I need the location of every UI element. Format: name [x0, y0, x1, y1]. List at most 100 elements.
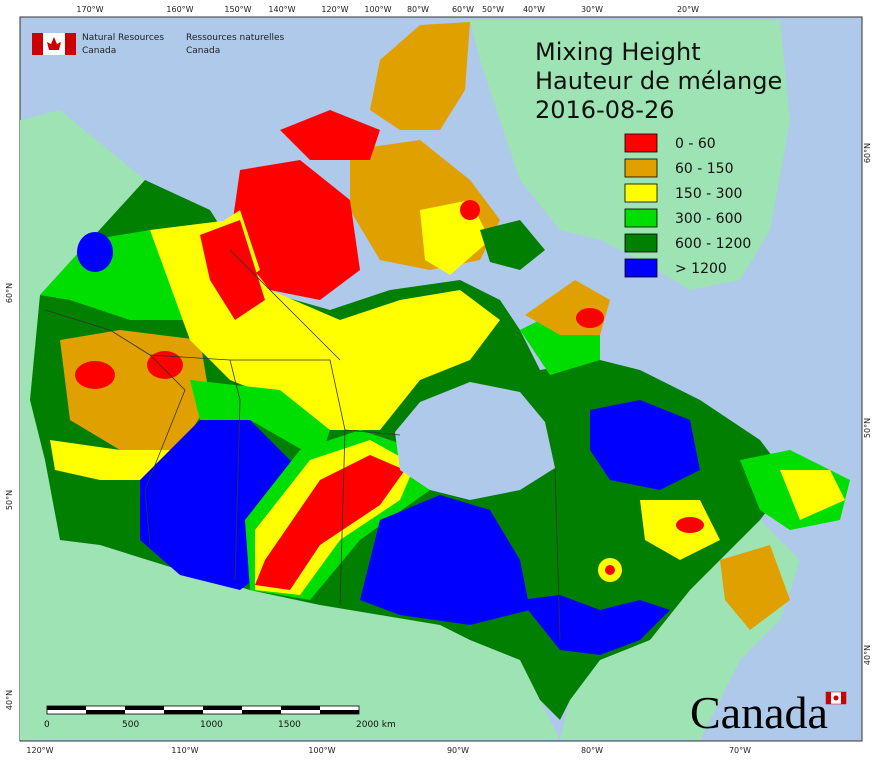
latitude-label: 50°N [5, 490, 14, 510]
longitude-label: 80°W [407, 5, 429, 14]
longitude-label: 150°W [224, 5, 251, 14]
province-line [229, 249, 341, 361]
arctic-islands [230, 160, 360, 300]
longitude-label: 50°W [482, 5, 504, 14]
latitude-label: 60°N [863, 143, 872, 163]
header: Natural Resources Canada Ressources natu… [32, 33, 285, 56]
legend: 0 - 60 60 - 150 150 - 300 300 - 600 600 - 12… [624, 133, 751, 278]
zone [676, 517, 704, 533]
legend-label: 60 - 150 [675, 161, 734, 177]
legend-label: 600 - 1200 [675, 236, 751, 252]
province-line [554, 469, 561, 641]
zone [590, 400, 700, 490]
title-line: Hauteur de mélange [535, 67, 782, 95]
legend-swatch [624, 183, 658, 203]
longitude-label: 160°W [166, 5, 193, 14]
header-text: Canada [186, 46, 220, 56]
longitude-label: 90°W [447, 746, 469, 755]
zone [576, 308, 604, 328]
legend-swatch [624, 133, 658, 153]
boundaries [44, 249, 561, 641]
header-text: Ressources naturelles [186, 33, 285, 43]
wordmark: Canada [690, 687, 847, 738]
longitude-label: 20°W [677, 5, 699, 14]
header-text: Natural Resources [82, 33, 164, 43]
mixing-height-zones [30, 22, 850, 720]
title-line: 2016-08-26 [535, 96, 674, 124]
flag-bar [65, 33, 76, 55]
longitude-label: 140°W [268, 5, 295, 14]
latitude-label: 50°N [863, 418, 872, 438]
province-line [344, 429, 401, 436]
zone [50, 440, 180, 480]
scale-seg [203, 706, 242, 710]
scale-label: 2000 km [356, 720, 396, 730]
usa [20, 295, 560, 740]
zone [520, 595, 670, 655]
graticule-labels: 170°W 160°W 150°W 140°W 120°W 100°W 80°W 60°W 50… [5, 5, 872, 755]
longitude-label: 80°W [581, 746, 603, 755]
legend-swatch [624, 258, 658, 278]
longitude-label: 100°W [364, 5, 391, 14]
legend-label: > 1200 [675, 261, 727, 277]
legend-label: 0 - 60 [675, 136, 716, 152]
header-text: Canada [82, 46, 116, 56]
scale-seg [47, 706, 86, 710]
scale-seg [320, 710, 359, 714]
longitude-label: 170°W [76, 5, 103, 14]
longitude-label: 40°W [523, 5, 545, 14]
longitude-label: 110°W [171, 746, 198, 755]
longitude-label: 100°W [308, 746, 335, 755]
longitude-label: 120°W [321, 5, 348, 14]
latitude-label: 60°N [5, 283, 14, 303]
wordmark-leaf [833, 695, 839, 701]
legend-swatch [624, 233, 658, 253]
zone [780, 470, 845, 520]
flag-bar [32, 33, 43, 55]
scale-bar: 0 500 1000 1500 2000 km [44, 705, 396, 730]
longitude-label: 30°W [581, 5, 603, 14]
greenland [470, 20, 790, 290]
title-line: Mixing Height [535, 38, 701, 66]
scale-seg [242, 710, 281, 714]
hudson-bay [395, 382, 555, 500]
scale-seg [281, 706, 320, 710]
zone [605, 565, 615, 575]
legend-swatch [624, 208, 658, 228]
scale-seg [164, 710, 203, 714]
legend-label: 150 - 300 [675, 186, 742, 202]
arctic-islands [370, 22, 470, 130]
legend-label: 300 - 600 [675, 211, 742, 227]
latitude-label: 40°N [863, 645, 872, 665]
scale-label: 0 [44, 720, 50, 730]
legend-swatch [624, 158, 658, 178]
wordmark-flag [826, 692, 831, 704]
longitude-label: 70°W [729, 746, 751, 755]
province-line [44, 309, 186, 546]
latitude-label: 40°N [5, 690, 14, 710]
scale-label: 1000 [200, 720, 223, 730]
zone [75, 361, 115, 389]
title: Mixing Height Hauteur de mélange 2016-08… [535, 38, 782, 124]
zone [77, 232, 113, 272]
wordmark-text: Canada [690, 687, 828, 738]
province-line [149, 354, 346, 606]
scale-label: 1500 [278, 720, 301, 730]
scale-seg [125, 706, 164, 710]
longitude-label: 120°W [26, 746, 53, 755]
zone [460, 200, 480, 220]
arctic-islands [280, 110, 380, 160]
zone [200, 220, 265, 320]
zone [360, 495, 530, 625]
scale-label: 500 [122, 720, 139, 730]
zone [255, 455, 405, 590]
alaska [20, 110, 145, 300]
zone [147, 351, 183, 379]
arctic-islands [480, 220, 545, 270]
wordmark-flag [841, 692, 846, 704]
zone [720, 545, 790, 630]
longitude-label: 60°W [452, 5, 474, 14]
maple-leaf [47, 37, 61, 50]
zone [190, 380, 330, 460]
